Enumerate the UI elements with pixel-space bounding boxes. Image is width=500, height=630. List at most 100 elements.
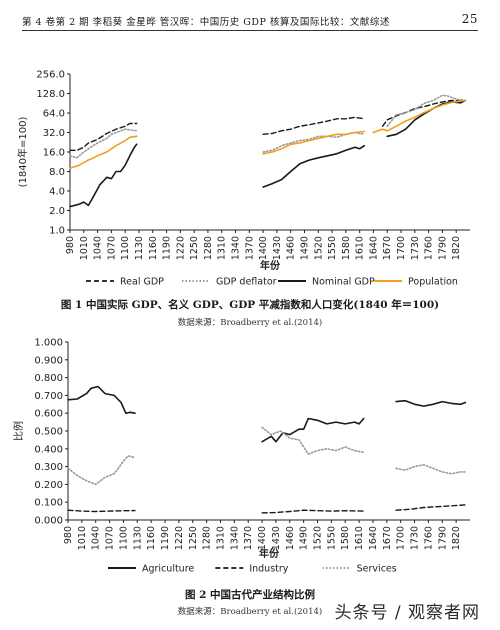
running-head-text: 第 4 卷第 2 期 李稻葵 金星晔 管汉晖：中国历史 GDP 核算及国际比较：… — [22, 17, 390, 28]
x-tick-label: 1160 — [148, 236, 159, 260]
series-line — [69, 143, 138, 208]
watermark-logo: 头条号 / 观察者网 — [330, 597, 484, 624]
y-tick-label: 0.500 — [34, 427, 63, 438]
y-tick-label: 128.0 — [36, 89, 65, 100]
x-tick-label: 1610 — [355, 236, 366, 260]
y-tick-label: 0.800 — [34, 373, 63, 384]
series-line — [67, 509, 136, 513]
x-tick-label: 1160 — [146, 526, 157, 550]
y-tick-label: 2.0 — [49, 206, 65, 217]
x-tick-label: 1550 — [327, 236, 338, 260]
x-tick-label: 1040 — [91, 526, 102, 550]
x-tick-label: 1190 — [160, 526, 171, 550]
legend-label: Real GDP — [120, 277, 164, 288]
y-tick-label: 256.0 — [36, 70, 65, 81]
figure-2-source: 数据来源：Broadberry et al.(2014) — [177, 607, 323, 617]
series-line — [261, 417, 365, 443]
x-tick-label: 1730 — [410, 526, 421, 550]
y-tick-label: 1.000 — [34, 338, 63, 349]
x-tick-label: 1640 — [368, 236, 379, 260]
x-tick-label: 1370 — [244, 236, 255, 260]
y-tick-label: 0.700 — [34, 391, 63, 402]
y-tick-label: 0.400 — [34, 444, 63, 455]
legend-label: Population — [408, 277, 458, 288]
header-rule — [22, 30, 478, 31]
x-axis-label: 年份 — [260, 259, 281, 272]
x-tick-label: 1010 — [79, 236, 90, 260]
x-tick-label: 1820 — [451, 236, 462, 260]
x-tick-label: 1430 — [271, 526, 282, 550]
series-line — [262, 130, 366, 155]
x-tick-label: 1610 — [354, 526, 365, 550]
series-line — [395, 504, 467, 511]
x-tick-label: 1700 — [396, 526, 407, 550]
x-tick-label: 980 — [65, 236, 76, 254]
x-tick-label: 1190 — [162, 236, 173, 260]
y-axis-label: 比例 — [12, 421, 25, 441]
y-tick-label: 0.300 — [34, 462, 63, 473]
series-line — [262, 144, 366, 188]
legend-label: Nominal GDP — [312, 277, 375, 288]
x-tick-label: 1130 — [134, 236, 145, 260]
x-tick-label: 1670 — [382, 236, 393, 260]
figure-1-caption: 图 1 中国实际 GDP、名义 GDP、GDP 平减指数和人口变化(1840 年… — [60, 299, 440, 311]
y-tick-label: 16.0 — [43, 148, 65, 159]
x-tick-label: 1400 — [258, 236, 269, 260]
x-tick-label: 1490 — [299, 526, 310, 550]
x-tick-label: 1280 — [203, 236, 214, 260]
y-tick-label: 0.200 — [34, 480, 63, 491]
x-tick-label: 1310 — [215, 526, 226, 550]
y-tick-label: 0.100 — [34, 498, 63, 509]
x-tick-label: 1670 — [382, 526, 393, 550]
y-tick-label: 8.0 — [49, 167, 65, 178]
series-line — [261, 426, 365, 455]
x-tick-label: 1520 — [313, 236, 324, 260]
series-line — [372, 99, 467, 134]
y-tick-label: 0.000 — [34, 516, 63, 527]
x-tick-label: 1790 — [437, 236, 448, 260]
x-tick-label: 1280 — [202, 526, 213, 550]
y-tick-label: 1.0 — [49, 226, 65, 237]
series-line — [69, 128, 138, 159]
x-tick-label: 1250 — [189, 236, 200, 260]
x-tick-label: 1790 — [437, 526, 448, 550]
series-line — [395, 399, 467, 407]
series-line — [67, 455, 136, 486]
x-tick-label: 1640 — [368, 526, 379, 550]
series-line — [67, 385, 136, 414]
series-line — [395, 464, 467, 475]
x-tick-label: 1550 — [326, 526, 337, 550]
x-tick-label: 1100 — [118, 526, 129, 550]
running-head: 第 4 卷第 2 期 李稻葵 金星晔 管汉晖：中国历史 GDP 核算及国际比较：… — [22, 12, 478, 28]
x-tick-label: 1340 — [229, 526, 240, 550]
page-number: 25 — [461, 12, 478, 26]
figure-2-chart: 0.000 0.100 0.200 0.300 0.400 0.500 0.600 0.700… — [12, 338, 470, 575]
x-tick-label: 1250 — [188, 526, 199, 550]
series-line — [69, 135, 138, 169]
x-tick-label: 1580 — [340, 526, 351, 550]
x-tick-label: 1220 — [175, 236, 186, 260]
y-tick-label: 0.900 — [34, 355, 63, 366]
x-tick-label: 1040 — [93, 236, 104, 260]
x-tick-label: 1460 — [285, 526, 296, 550]
x-tick-label: 980 — [63, 526, 74, 544]
legend-label: GDP deflator — [216, 277, 277, 288]
x-tick-label: 1070 — [106, 236, 117, 260]
x-axis-label: 年份 — [259, 547, 280, 560]
x-tick-label: 1130 — [132, 526, 143, 550]
x-tick-label: 1220 — [174, 526, 185, 550]
x-tick-label: 1310 — [217, 236, 228, 260]
x-tick-label: 1490 — [299, 236, 310, 260]
legend-label: Services — [357, 564, 397, 575]
series-line — [261, 509, 365, 514]
x-tick-label: 1430 — [272, 236, 283, 260]
x-tick-label: 1820 — [451, 526, 462, 550]
x-tick-label: 1340 — [231, 236, 242, 260]
x-tick-label: 1370 — [243, 526, 254, 550]
series-line — [262, 116, 365, 135]
x-tick-label: 1100 — [120, 236, 131, 260]
y-tick-label: 32.0 — [43, 128, 65, 139]
x-tick-label: 1760 — [424, 236, 435, 260]
y-tick-label: 0.600 — [34, 409, 63, 420]
x-tick-label: 1400 — [257, 526, 268, 550]
